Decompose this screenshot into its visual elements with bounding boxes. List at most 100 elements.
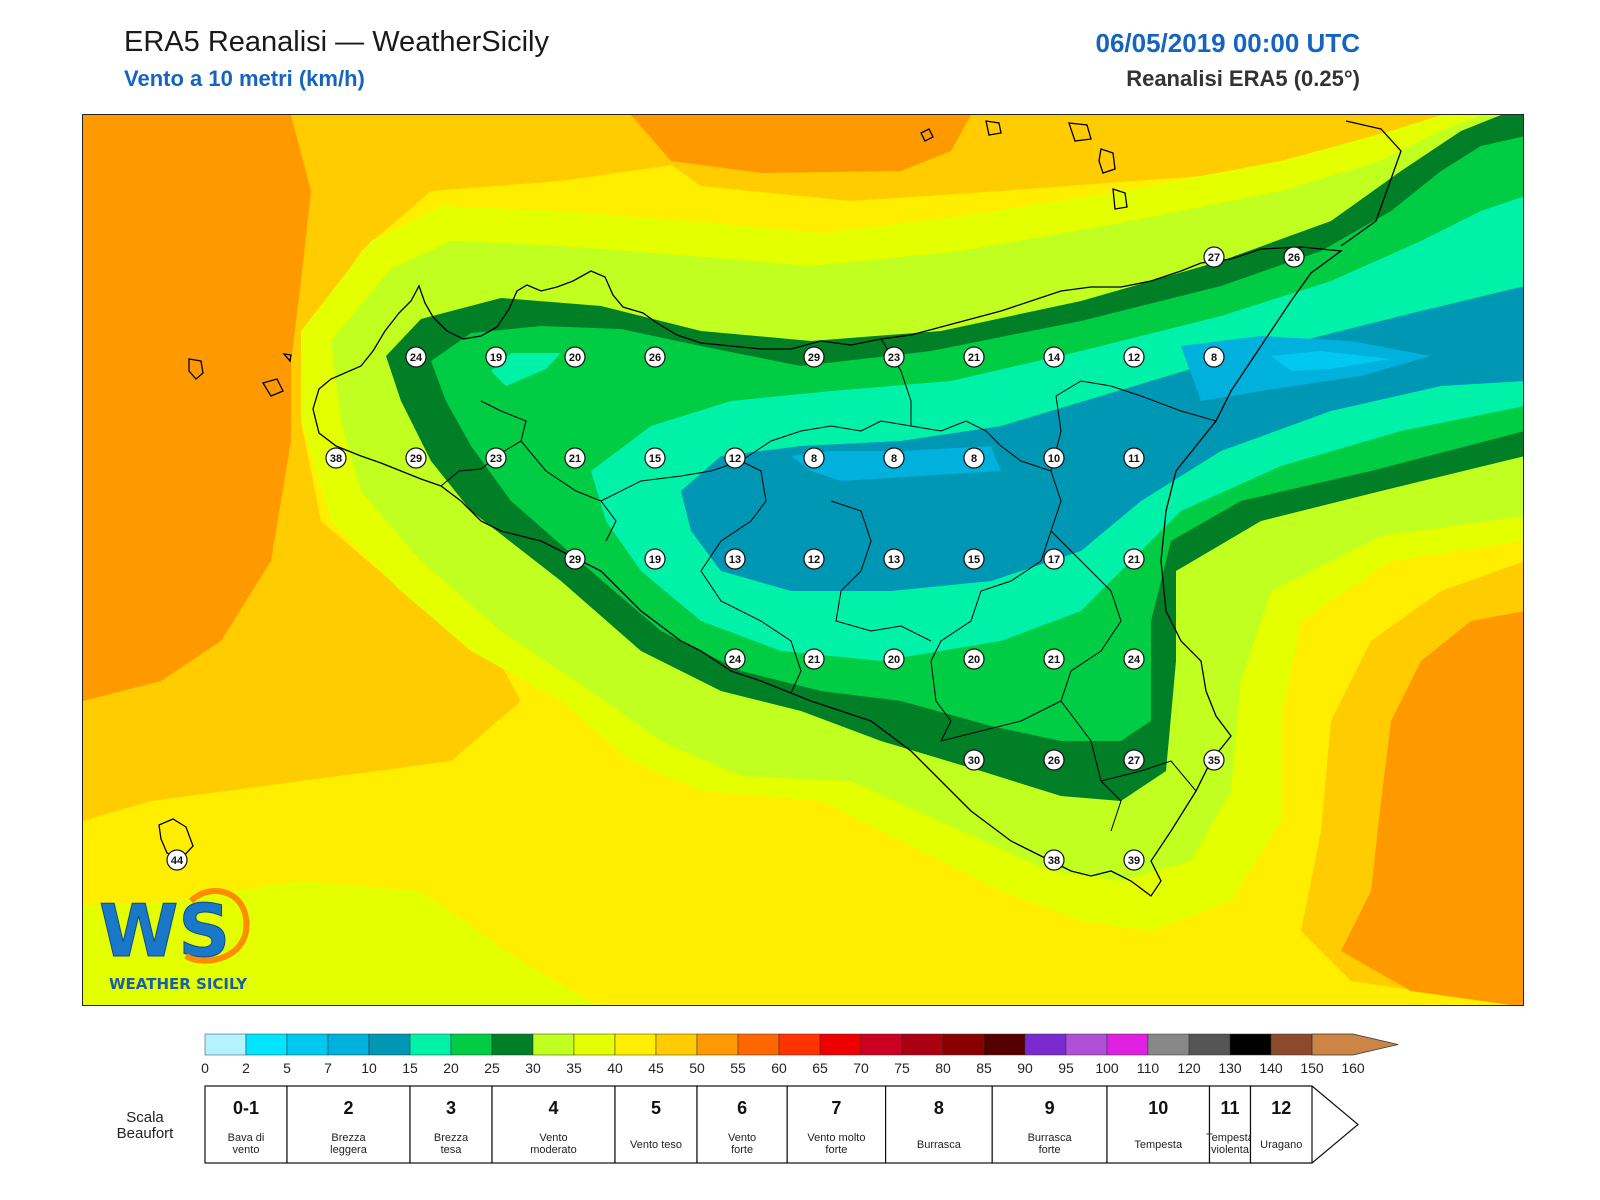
station-marker: 23 (883, 346, 905, 368)
station-circle (325, 447, 347, 469)
beaufort-desc-line2: vento (233, 1144, 260, 1156)
station-marker: 26 (1043, 749, 1065, 771)
colorbar-tick-label: 55 (730, 1060, 746, 1076)
colorbar-cell (737, 1033, 780, 1056)
station-marker: 38 (325, 447, 347, 469)
beaufort-cell: 10 Tempesta (1106, 1085, 1211, 1164)
colorbar-tick-label: 50 (689, 1060, 705, 1076)
colorbar-tick-label: 80 (935, 1060, 951, 1076)
beaufort-desc-line2: forte (1039, 1144, 1061, 1156)
station-value: 26 (649, 352, 661, 364)
colorbar-cell (1311, 1033, 1399, 1056)
station-circle (564, 447, 586, 469)
colorbar-cell (245, 1033, 288, 1056)
station-marker: 23 (485, 447, 507, 469)
colorbar-cell (1106, 1033, 1149, 1056)
station-marker: 12 (724, 447, 746, 469)
beaufort-cell-box (491, 1085, 616, 1164)
station-marker: 21 (1043, 648, 1065, 670)
station-marker: 11 (1123, 447, 1145, 469)
beaufort-number: 4 (548, 1098, 558, 1118)
map-datetime: 06/05/2019 00:00 UTC (1095, 28, 1360, 58)
colorbar-tick-label: 40 (607, 1060, 623, 1076)
station-value: 26 (1288, 252, 1300, 264)
station-value: 44 (171, 855, 184, 867)
station-circle (883, 447, 905, 469)
colorbar-cell (901, 1033, 944, 1056)
station-values: 24 19 20 26 29 23 21 14 12 8 27 26 38 29 23 21 15 12 8 8 8 10… (166, 246, 1305, 871)
station-value: 21 (968, 352, 980, 364)
beaufort-desc-line2: forte (731, 1144, 753, 1156)
colorbar-cell (368, 1033, 411, 1056)
station-value: 8 (1211, 352, 1217, 364)
beaufort-number: 9 (1045, 1098, 1055, 1118)
station-marker: 39 (1123, 849, 1145, 871)
station-value: 24 (410, 352, 423, 364)
beaufort-cell-box (991, 1085, 1108, 1164)
station-value: 21 (808, 654, 820, 666)
station-marker: 15 (963, 548, 985, 570)
station-marker: 14 (1043, 346, 1065, 368)
station-marker: 38 (1043, 849, 1065, 871)
band-5-7 (1271, 351, 1391, 371)
station-circle (1123, 346, 1145, 368)
station-circle (803, 648, 825, 670)
colorbar-tick-label: 2 (242, 1060, 250, 1076)
station-marker: 12 (1123, 346, 1145, 368)
station-marker: 8 (803, 447, 825, 469)
station-value: 14 (1048, 352, 1061, 364)
station-marker: 27 (1123, 749, 1145, 771)
station-value: 23 (490, 453, 502, 465)
colorbar-cell (532, 1033, 575, 1056)
station-circle (485, 447, 507, 469)
station-marker: 30 (963, 749, 985, 771)
map-source: Reanalisi ERA5 (0.25°) (1126, 66, 1360, 91)
station-circle (1123, 548, 1145, 570)
station-value: 29 (569, 554, 581, 566)
beaufort-cell-box (884, 1085, 993, 1164)
station-value: 27 (1128, 755, 1140, 767)
beaufort-number: 2 (343, 1098, 353, 1118)
colorbar-tick-label: 85 (976, 1060, 992, 1076)
station-marker: 29 (803, 346, 825, 368)
station-value: 20 (968, 654, 980, 666)
band-15-20-nw (491, 353, 561, 386)
colorbar-cell (409, 1033, 452, 1056)
station-value: 8 (811, 453, 817, 465)
station-value: 13 (729, 554, 741, 566)
station-marker: 10 (1043, 447, 1065, 469)
station-value: 12 (808, 554, 820, 566)
colorbar-tick-label: 120 (1177, 1060, 1201, 1076)
station-value: 15 (649, 453, 661, 465)
beaufort-label-line2: Beaufort (117, 1125, 175, 1142)
colorbar-cell (614, 1033, 657, 1056)
colorbar-cell (1229, 1033, 1272, 1056)
station-circle (1043, 849, 1065, 871)
beaufort-number: 10 (1148, 1098, 1168, 1118)
station-circle (1043, 648, 1065, 670)
colorbar-cell (1188, 1033, 1231, 1056)
station-marker: 24 (724, 648, 746, 670)
station-circle (644, 548, 666, 570)
station-value: 12 (729, 453, 741, 465)
colorbar-tick-label: 70 (853, 1060, 869, 1076)
station-circle (963, 447, 985, 469)
colorbar-tick-label: 140 (1259, 1060, 1283, 1076)
station-value: 20 (569, 352, 581, 364)
station-circle (1283, 246, 1305, 268)
station-marker: 29 (564, 548, 586, 570)
beaufort-desc-line1: Brezza (331, 1132, 366, 1144)
beaufort-desc-line1: Tempesta (1206, 1132, 1255, 1144)
station-circle (405, 447, 427, 469)
station-marker: 13 (724, 548, 746, 570)
station-circle (564, 548, 586, 570)
beaufort-desc-line1: Vento (728, 1132, 756, 1144)
colorbar-cell (286, 1033, 329, 1056)
station-circle (1203, 246, 1225, 268)
station-circle (724, 548, 746, 570)
colorbar-cell (327, 1033, 370, 1056)
station-marker: 8 (883, 447, 905, 469)
